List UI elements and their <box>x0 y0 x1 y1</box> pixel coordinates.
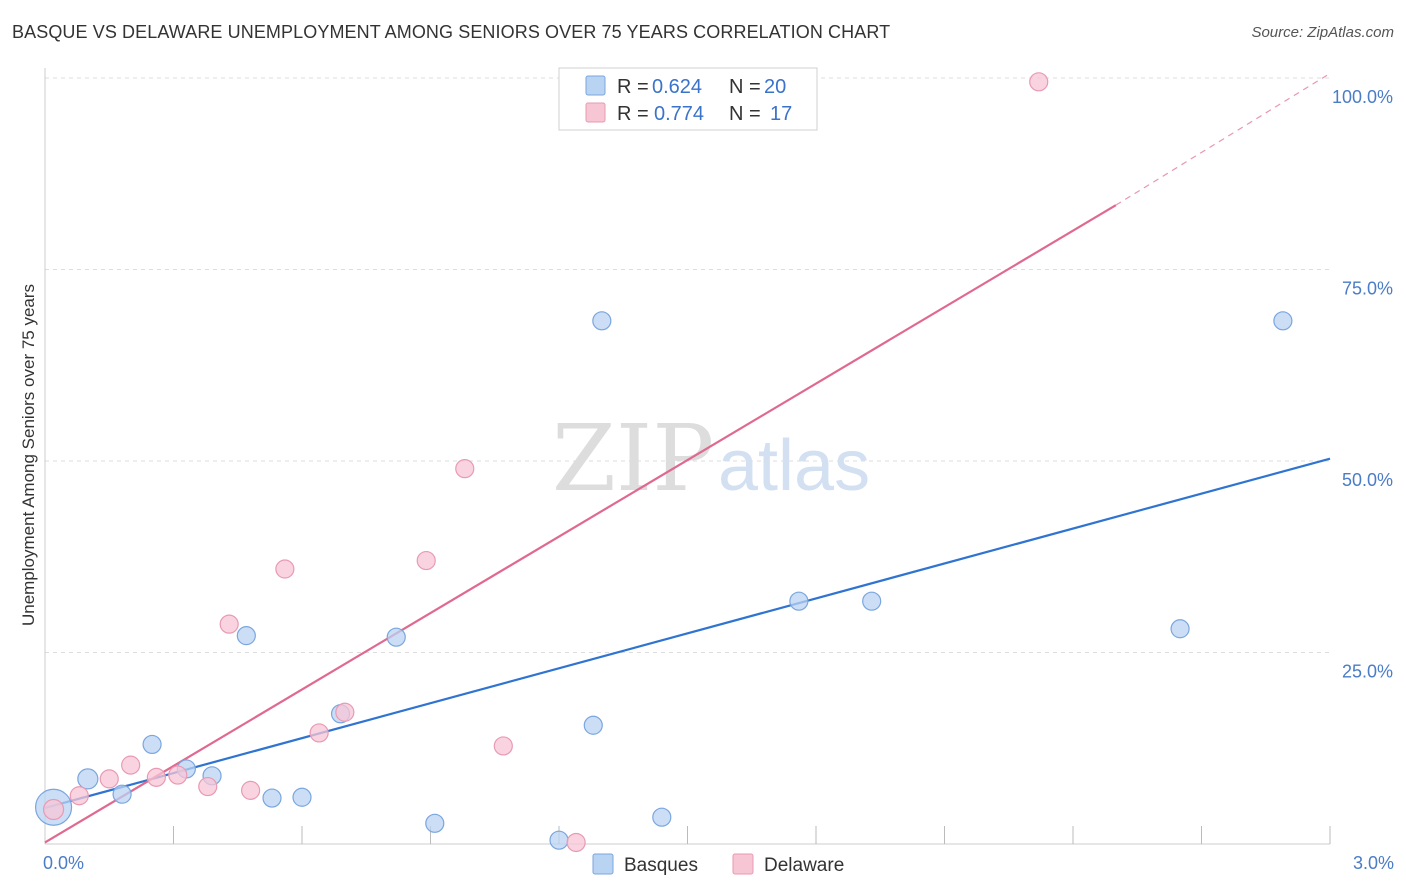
trend-layer <box>44 72 1331 844</box>
basques-point-14 <box>592 311 612 331</box>
legend-swatch-delaware <box>585 102 606 123</box>
bottom-legend: Basques Delaware <box>592 853 844 876</box>
delaware-point-6 <box>198 776 218 797</box>
delaware-point-1 <box>69 786 89 806</box>
legend: R = 0.624 N = 20 R = 0.774 N = 17 <box>558 67 818 131</box>
legend-r-label-delaware: R = <box>617 103 649 125</box>
delaware-point-12 <box>416 550 436 571</box>
y-tick-label-3: 100.0% <box>1332 87 1393 107</box>
basques-point-15 <box>652 807 672 827</box>
watermark: ZIP atlas <box>552 405 870 512</box>
y-tick-label-0: 25.0% <box>1342 662 1393 682</box>
legend-swatch-basques <box>585 75 606 96</box>
y-tick-label-2: 75.0% <box>1342 279 1393 299</box>
basques-point-13 <box>583 715 603 735</box>
delaware-trend-line <box>44 204 1117 844</box>
bottom-legend-swatch-delaware <box>732 853 754 875</box>
delaware-point-9 <box>275 559 295 579</box>
basques-point-8 <box>292 787 312 807</box>
delaware-point-3 <box>121 755 141 775</box>
basques-point-19 <box>1273 311 1293 331</box>
delaware-trend-extension <box>1115 72 1331 206</box>
basques-point-18 <box>1170 619 1190 639</box>
points-layer <box>34 72 1293 853</box>
watermark-zip: ZIP <box>552 405 714 512</box>
delaware-point-2 <box>99 769 119 789</box>
delaware-point-7 <box>219 614 239 634</box>
grid-layer <box>45 77 1330 653</box>
basques-point-12 <box>549 830 569 850</box>
basques-point-2 <box>112 784 132 804</box>
delaware-point-0 <box>42 798 65 821</box>
legend-n-value-basques: 20 <box>764 76 786 98</box>
y-tick-label-1: 50.0% <box>1342 470 1393 490</box>
watermark-atlas: atlas <box>718 426 870 506</box>
legend-n-label-delaware: N = <box>729 103 761 125</box>
x-tick-label-1: 3.0% <box>1353 853 1394 873</box>
delaware-point-13 <box>455 459 475 479</box>
basques-point-10 <box>386 627 406 647</box>
basques-point-7 <box>262 788 282 808</box>
delaware-point-11 <box>335 702 355 722</box>
legend-n-label-basques: N = <box>729 76 761 98</box>
delaware-point-4 <box>146 767 166 787</box>
basques-trend-line <box>44 457 1331 810</box>
basques-point-6 <box>236 626 256 646</box>
delaware-point-14 <box>493 736 513 756</box>
delaware-point-16 <box>1029 72 1049 92</box>
delaware-point-15 <box>566 832 586 853</box>
basques-point-11 <box>425 813 445 833</box>
delaware-point-10 <box>309 723 329 743</box>
chart-title: BASQUE VS DELAWARE UNEMPLOYMENT AMONG SE… <box>12 22 891 42</box>
legend-n-value-delaware: 17 <box>770 103 792 125</box>
source-label: Source: ZipAtlas.com <box>1251 24 1394 41</box>
legend-r-value-delaware: 0.774 <box>654 103 704 125</box>
basques-point-1 <box>77 768 99 790</box>
legend-r-value-basques: 0.624 <box>652 76 702 98</box>
x-tick-label-0: 0.0% <box>43 853 84 873</box>
basques-point-16 <box>789 591 809 611</box>
y-axis-label: Unemployment Among Seniors over 75 years <box>19 284 38 626</box>
bottom-legend-label-delaware: Delaware <box>764 855 844 876</box>
basques-point-17 <box>862 591 882 611</box>
legend-r-label-basques: R = <box>617 76 649 98</box>
basques-point-3 <box>142 734 162 755</box>
delaware-point-5 <box>168 765 188 785</box>
axis-layer: 25.0% 50.0% 75.0% 100.0% 0.0% 3.0% <box>43 68 1394 873</box>
bottom-legend-label-basques: Basques <box>624 855 698 876</box>
delaware-point-8 <box>241 780 261 800</box>
bottom-legend-swatch-basques <box>592 853 614 875</box>
